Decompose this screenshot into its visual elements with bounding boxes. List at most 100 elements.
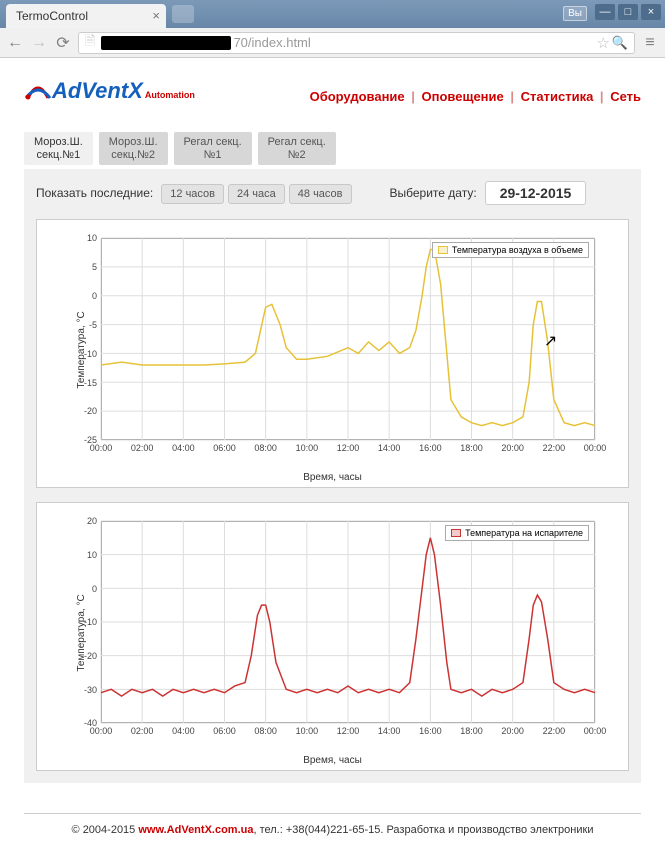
y-tick: 10 xyxy=(69,550,97,560)
cursor-icon: ↖ xyxy=(544,331,557,351)
x-tick: 18:00 xyxy=(460,443,483,453)
chart-svg xyxy=(45,513,605,753)
x-tick: 12:00 xyxy=(337,443,360,453)
x-tick: 02:00 xyxy=(131,443,154,453)
nav-link[interactable]: Сеть xyxy=(610,89,641,104)
search-icon[interactable]: 🔍 xyxy=(612,35,628,51)
legend-label: Температура воздуха в объеме xyxy=(452,245,583,255)
range-button[interactable]: 12 часов xyxy=(161,184,224,204)
minimize-icon[interactable]: — xyxy=(595,4,615,20)
x-tick: 02:00 xyxy=(131,726,154,736)
x-tick: 08:00 xyxy=(254,443,277,453)
logo-icon xyxy=(24,80,52,102)
x-tick: 16:00 xyxy=(419,726,442,736)
x-axis-label: Время, часы xyxy=(45,472,620,483)
nav-separator: | xyxy=(507,89,518,104)
footer-text: , тел.: +38(044)221-65-15. Разработка и … xyxy=(253,824,593,836)
y-tick: 5 xyxy=(69,262,97,272)
nav-link[interactable]: Статистика xyxy=(521,89,594,104)
nav-link[interactable]: Оповещение xyxy=(422,89,504,104)
page-content: AdVentXAutomation Оборудование | Оповеще… xyxy=(0,58,665,856)
nav-separator: | xyxy=(596,89,607,104)
sensor-tab[interactable]: Регал секц. №2 xyxy=(258,132,336,165)
close-icon[interactable]: × xyxy=(641,4,661,20)
x-tick: 00:00 xyxy=(90,443,113,453)
legend-label: Температура на испарителе xyxy=(465,528,583,538)
x-tick: 06:00 xyxy=(213,443,236,453)
address-bar[interactable]: 🗎 70/index.html 🔍 ☆ xyxy=(78,32,635,54)
x-tick: 08:00 xyxy=(254,726,277,736)
url-redacted xyxy=(101,36,231,50)
lang-indicator[interactable]: Вы xyxy=(563,6,587,21)
y-axis-label: Температура, °C xyxy=(76,595,87,672)
forward-icon[interactable]: → xyxy=(30,34,48,52)
chart-panel: Показать последние: 12 часов24 часа48 ча… xyxy=(24,169,641,783)
chart-box: -40-30-20-100102000:0002:0004:0006:0008:… xyxy=(36,502,629,771)
x-tick: 20:00 xyxy=(501,726,524,736)
new-tab-button[interactable] xyxy=(172,5,194,23)
x-tick: 12:00 xyxy=(337,726,360,736)
chart-box: -25-20-15-10-5051000:0002:0004:0006:0008… xyxy=(36,219,629,488)
logo-text: AdVentXAutomation xyxy=(52,78,195,104)
nav-separator: | xyxy=(408,89,419,104)
x-axis-label: Время, часы xyxy=(45,755,620,766)
sensor-tab[interactable]: Мороз.Ш. секц.№2 xyxy=(99,132,168,165)
y-tick: 20 xyxy=(69,516,97,526)
footer-copyright: © 2004-2015 xyxy=(72,824,139,836)
browser-tabbar: TermoControl × Вы — □ × xyxy=(0,0,665,28)
y-tick: -30 xyxy=(69,685,97,695)
footer: © 2004-2015 www.AdVentX.com.ua, тел.: +3… xyxy=(24,813,641,846)
chart-legend: Температура воздуха в объеме xyxy=(432,242,589,258)
range-button[interactable]: 24 часа xyxy=(228,184,285,204)
x-tick: 06:00 xyxy=(213,726,236,736)
x-tick: 22:00 xyxy=(543,443,566,453)
chart-legend: Температура на испарителе xyxy=(445,525,589,541)
x-tick: 04:00 xyxy=(172,726,195,736)
legend-swatch xyxy=(438,246,448,254)
url-text: 70/index.html xyxy=(233,35,310,50)
menu-icon[interactable]: ≡ xyxy=(641,34,659,52)
x-tick: 10:00 xyxy=(296,443,319,453)
page-icon: 🗎 xyxy=(85,32,95,54)
browser-tab[interactable]: TermoControl × xyxy=(6,4,166,28)
x-tick: 22:00 xyxy=(543,726,566,736)
date-picker[interactable]: 29-12-2015 xyxy=(485,181,587,205)
range-button[interactable]: 48 часов xyxy=(289,184,352,204)
nav-link[interactable]: Оборудование xyxy=(310,89,405,104)
x-tick: 16:00 xyxy=(419,443,442,453)
sensor-tab[interactable]: Регал секц. №1 xyxy=(174,132,252,165)
page-header: AdVentXAutomation Оборудование | Оповеще… xyxy=(24,78,641,104)
maximize-icon[interactable]: □ xyxy=(618,4,638,20)
y-tick: 0 xyxy=(69,584,97,594)
x-tick: 04:00 xyxy=(172,443,195,453)
x-tick: 18:00 xyxy=(460,726,483,736)
x-tick: 00:00 xyxy=(584,726,607,736)
main-nav: Оборудование | Оповещение | Статистика |… xyxy=(310,89,641,104)
y-tick: 10 xyxy=(69,233,97,243)
show-last-label: Показать последние: xyxy=(36,186,153,200)
y-axis-label: Температура, °C xyxy=(76,312,87,389)
reload-icon[interactable]: ⟳ xyxy=(54,34,72,52)
logo[interactable]: AdVentXAutomation xyxy=(24,78,195,104)
pick-date-label: Выберите дату: xyxy=(390,186,477,200)
browser-tab-title: TermoControl xyxy=(16,9,88,23)
x-tick: 20:00 xyxy=(501,443,524,453)
legend-swatch xyxy=(451,529,461,537)
chart-svg xyxy=(45,230,605,470)
browser-chrome: TermoControl × Вы — □ × ← → ⟳ 🗎 70/index… xyxy=(0,0,665,58)
window-buttons: — □ × xyxy=(595,4,661,20)
x-tick: 14:00 xyxy=(378,726,401,736)
x-tick: 00:00 xyxy=(90,726,113,736)
bookmark-icon[interactable]: ☆ xyxy=(597,34,610,52)
x-tick: 14:00 xyxy=(378,443,401,453)
y-tick: -20 xyxy=(69,406,97,416)
sensor-tab[interactable]: Мороз.Ш. секц.№1 xyxy=(24,132,93,165)
browser-toolbar: ← → ⟳ 🗎 70/index.html 🔍 ☆ ≡ xyxy=(0,28,665,58)
back-icon[interactable]: ← xyxy=(6,34,24,52)
x-tick: 10:00 xyxy=(296,726,319,736)
x-tick: 00:00 xyxy=(584,443,607,453)
footer-link[interactable]: www.AdVentX.com.ua xyxy=(138,824,253,836)
tab-close-icon[interactable]: × xyxy=(152,8,160,23)
sensor-tabs: Мороз.Ш. секц.№1Мороз.Ш. секц.№2Регал се… xyxy=(24,132,641,165)
y-tick: 0 xyxy=(69,291,97,301)
